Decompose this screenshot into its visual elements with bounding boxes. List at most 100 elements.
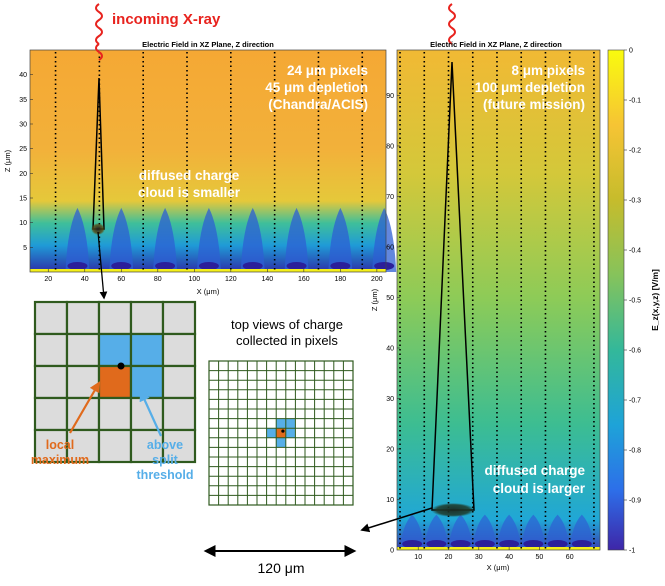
left-field-well — [286, 262, 307, 270]
top-view-max-pixel — [276, 428, 286, 438]
left-cloud-note-line2: cloud is smaller — [138, 185, 241, 200]
closeup-pixel — [129, 332, 165, 368]
top-views-label-line2: collected in pixels — [236, 333, 338, 348]
right-y-tick-label: 70 — [386, 194, 394, 201]
left-field-well — [155, 262, 176, 270]
right-cloud-note-line2: cloud is larger — [493, 481, 586, 496]
top-view-event-dot — [281, 429, 285, 433]
right-y-tick-label: 30 — [386, 396, 394, 403]
left-x-tick-label: 200 — [371, 276, 383, 283]
closeup-pixel — [33, 332, 69, 368]
left-y-tick-label: 5 — [23, 245, 27, 252]
local-label-line1: local — [46, 438, 75, 452]
left-field-baseline — [30, 269, 386, 272]
right-charge-cloud — [431, 503, 475, 517]
left-field-lobe — [196, 207, 221, 272]
left-y-tick-label: 30 — [19, 122, 27, 129]
right-field-baseline — [397, 547, 600, 550]
right-note-mission: (future mission) — [483, 97, 585, 112]
scale-label: 120 μm — [258, 560, 305, 576]
left-note-depletion: 45 μm depletion — [265, 80, 368, 95]
left-x-tick-label: 140 — [261, 276, 273, 283]
right-y-tick-label: 90 — [386, 93, 394, 100]
right-axis-ticks: 10 20 30 40 50 60 10 20 30 40 50 60 70 80 90 0 — [386, 93, 573, 561]
closeup-pixel — [97, 300, 133, 336]
left-cloud-arrow — [97, 231, 108, 300]
right-x-tick-label: 10 — [414, 554, 422, 561]
left-field-well — [67, 262, 88, 270]
right-y-tick-label: 0 — [390, 548, 394, 555]
colorbar-tick-label: -0.6 — [629, 348, 641, 355]
right-y-tick-label: 80 — [386, 143, 394, 150]
left-y-axis-label: Z (μm) — [3, 149, 12, 172]
colorbar-tick-label: -0.3 — [629, 198, 641, 205]
incoming-xray-label: incoming X-ray — [112, 11, 221, 28]
top-view-split-pixel — [266, 428, 277, 438]
left-plot-title: Electric Field in XZ Plane, Z direction — [142, 40, 274, 49]
closeup-pixel — [65, 396, 101, 432]
pixel-grid-top-view — [208, 360, 354, 506]
closeup-pixel — [97, 332, 133, 368]
top-view-split-pixel — [285, 428, 296, 438]
right-field-well — [571, 540, 592, 548]
closeup-pixel — [33, 300, 69, 336]
left-x-tick-label: 100 — [188, 276, 200, 283]
right-pixel-boundaries — [399, 52, 595, 550]
left-field-well — [242, 262, 263, 270]
left-x-tick-label: 80 — [154, 276, 162, 283]
right-x-tick-label: 40 — [505, 554, 513, 561]
top-view-split-pixel — [276, 437, 286, 448]
pixel-grid-closeup — [33, 300, 197, 464]
left-y-tick-label: 10 — [19, 220, 27, 227]
colorbar-tick-label: -0.5 — [629, 298, 641, 305]
closeup-event-dot — [117, 362, 125, 370]
left-x-tick-label: 20 — [44, 276, 52, 283]
left-x-tick-label: 120 — [225, 276, 237, 283]
left-field-lobe — [328, 207, 353, 272]
local-label-line2: maximum — [31, 453, 89, 467]
left-xray-squiggle — [95, 3, 103, 45]
colorbar-tick-label: -0.7 — [629, 398, 641, 405]
left-field-plot: Electric Field in XZ Plane, Z direction … — [3, 40, 440, 300]
colorbar-tick-label: -0.1 — [629, 98, 641, 105]
top-view-split-pixel — [276, 418, 286, 429]
top-views-label-line1: top views of charge — [231, 317, 343, 332]
closeup-pixel — [97, 364, 133, 400]
colorbar-gradient — [607, 49, 625, 551]
right-field-well — [547, 540, 568, 548]
split-threshold-arrow — [139, 389, 163, 437]
left-x-tick-label: 60 — [117, 276, 125, 283]
closeup-pixel — [33, 364, 69, 400]
left-field-well — [374, 262, 395, 270]
left-y-tick-label: 15 — [19, 196, 27, 203]
right-field-well — [426, 540, 447, 548]
right-x-tick-label: 60 — [566, 554, 574, 561]
colorbar-ticks: 0 -0.1 -0.2 -0.3 -0.4 -0.5 -0.6 -0.7 -0.8 -0.9 -1 — [624, 48, 641, 555]
right-x-tick-label: 30 — [475, 554, 483, 561]
top-view-split-pixel — [285, 418, 296, 429]
closeup-pixel — [65, 332, 101, 368]
left-x-tick-label: 160 — [298, 276, 310, 283]
right-note-pixel-size: 8 μm pixels — [511, 63, 585, 78]
left-y-tick-label: 40 — [19, 72, 27, 79]
left-field-well — [330, 262, 351, 270]
right-x-axis-label: X (μm) — [487, 563, 510, 572]
right-field-well — [499, 540, 520, 548]
closeup-pixel — [161, 332, 197, 368]
left-charge-cloud — [91, 223, 105, 235]
right-note-depletion: 100 μm depletion — [475, 80, 585, 95]
colorbar-tick-label: -0.4 — [629, 248, 641, 255]
left-x-tick-label: 40 — [81, 276, 89, 283]
local-max-arrow — [69, 381, 101, 434]
left-y-tick-label: 35 — [19, 97, 27, 104]
left-field-lobe — [65, 207, 90, 272]
right-field-well — [523, 540, 544, 548]
left-note-pixel-size: 24 μm pixels — [287, 63, 368, 78]
right-y-tick-label: 50 — [386, 295, 394, 302]
right-xray-squiggle — [448, 3, 456, 45]
right-x-tick-label: 20 — [445, 554, 453, 561]
closeup-pixel — [33, 396, 69, 432]
right-y-axis-label: Z (μm) — [370, 288, 379, 311]
right-field-plot: Electric Field in XZ Plane, Z direction … — [370, 40, 601, 572]
